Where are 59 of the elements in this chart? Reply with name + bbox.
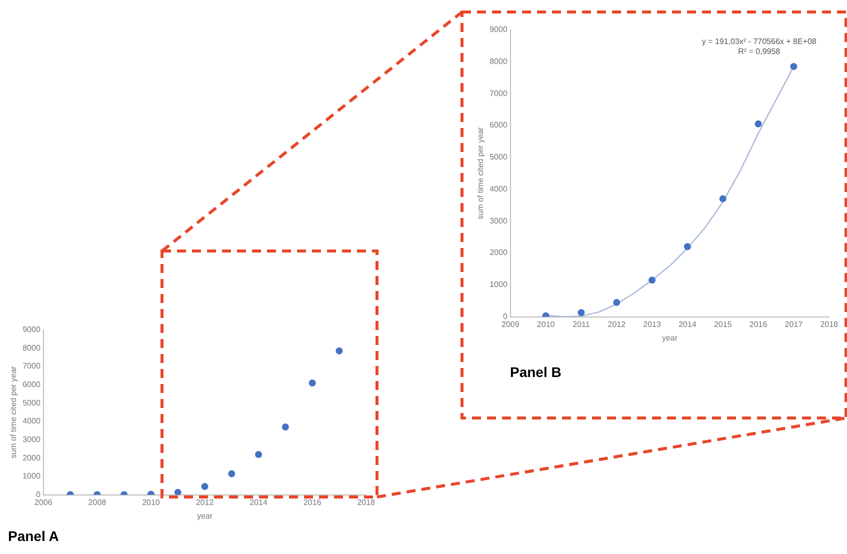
x-axis-title: year	[662, 333, 678, 342]
y-tick-label: 1000	[22, 472, 41, 481]
point	[648, 276, 656, 284]
y-tick-label: 1000	[490, 280, 508, 290]
y-tick-label: 5000	[490, 152, 508, 162]
y-tick-label: 5000	[22, 398, 41, 408]
x-tick-label: 2014	[250, 498, 268, 507]
y-tick-label: 3000	[490, 216, 508, 226]
y-tick-label: 9000	[490, 25, 508, 34]
annotation: y = 191,03x² - 770566x + 8E+08	[702, 36, 817, 46]
x-tick-label: 2009	[502, 320, 520, 329]
y-tick-label: 0	[502, 312, 508, 322]
point	[336, 347, 343, 354]
x-tick-label: 2010	[142, 498, 160, 507]
y-tick-label: 0	[36, 490, 41, 500]
x-tick-label: 2013	[643, 320, 662, 329]
point	[174, 488, 182, 495]
x-tick-label: 2017	[784, 320, 804, 329]
point	[228, 470, 236, 478]
point	[754, 120, 762, 128]
y-tick-label: 9000	[22, 325, 41, 334]
point	[308, 379, 316, 386]
y-tick-label: 6000	[490, 120, 508, 130]
x-tick-label: 2018	[357, 498, 376, 507]
x-tick-label: 2015	[714, 320, 732, 329]
y-tick-label: 8000	[490, 56, 508, 66]
y-axis-title: sum of time cited per year	[476, 126, 486, 220]
y-axis-title: sum of time cited per year	[9, 366, 18, 458]
x-tick-label: 2008	[88, 498, 107, 507]
point	[255, 450, 262, 458]
x-axis-title: year	[196, 511, 213, 520]
x-tick-label: 2011	[572, 320, 590, 329]
y-tick-label: 8000	[22, 343, 41, 352]
y-tick-label: 2000	[22, 453, 41, 462]
x-tick-label: 2016	[749, 320, 768, 329]
y-tick-label: 4000	[490, 184, 508, 194]
y-tick-label: 7000	[22, 362, 41, 371]
point	[201, 483, 208, 490]
x-tick-label: 2006	[34, 498, 53, 507]
point	[578, 309, 585, 316]
annotation: R² = 0,9958	[738, 46, 781, 56]
text: Panel B	[510, 364, 562, 380]
x-tick-label: 2018	[820, 320, 839, 329]
y-tick-label: 6000	[22, 380, 41, 390]
point	[282, 423, 289, 430]
x-tick-label: 2010	[536, 320, 556, 329]
point	[719, 195, 726, 202]
x-tick-label: 2016	[303, 498, 322, 507]
point	[684, 243, 691, 250]
x-tick-label: 2014	[678, 320, 697, 329]
x-tick-label: 2012	[608, 320, 626, 329]
point	[790, 62, 798, 70]
x-tick-label: 2012	[196, 498, 214, 507]
y-tick-label: 2000	[490, 248, 508, 258]
y-tick-label: 3000	[22, 435, 41, 444]
y-tick-label: 4000	[22, 416, 41, 426]
text: Panel A	[8, 528, 59, 544]
y-tick-label: 7000	[490, 88, 508, 98]
point	[613, 298, 620, 306]
